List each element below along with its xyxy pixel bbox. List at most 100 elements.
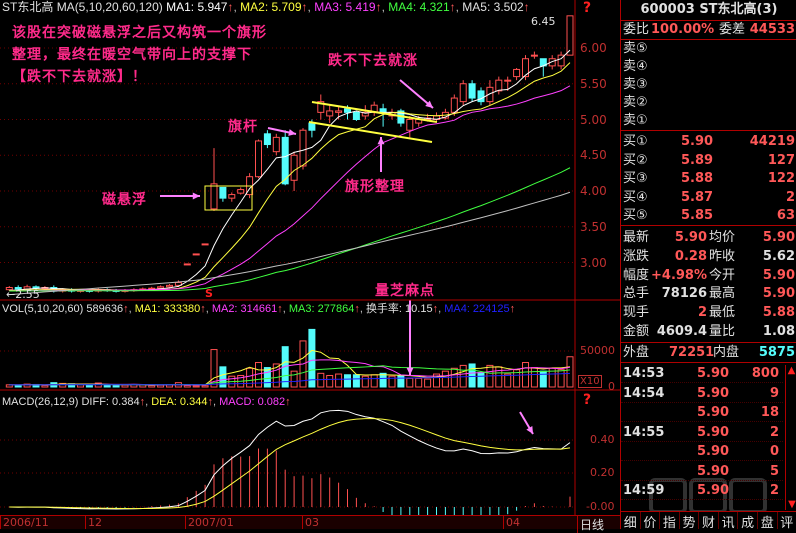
tick-scrollbar[interactable]: ▲ ▼ xyxy=(785,365,796,510)
volume-bar xyxy=(15,385,21,387)
macd-axis-2: -0.00 xyxy=(586,500,614,513)
tick-price: 5.90 xyxy=(697,424,729,442)
bid-label: 买③ xyxy=(623,170,648,188)
date-label: 2007/01 xyxy=(185,516,234,529)
bid-volume: 122 xyxy=(768,170,795,188)
volume-bar xyxy=(478,373,484,387)
arrow-head-icon xyxy=(288,129,296,136)
diff-value: 44533 xyxy=(750,21,795,39)
stat-value: +4.98% xyxy=(651,267,707,285)
scroll-up-icon[interactable]: ▲ xyxy=(786,365,796,376)
panel-tab[interactable]: 财 xyxy=(699,512,719,529)
candle xyxy=(291,155,297,180)
date-label: 03 xyxy=(302,516,319,529)
tick-time: 14:54 xyxy=(623,385,664,403)
date-label: 04 xyxy=(503,516,520,529)
tick-price: 5.90 xyxy=(697,443,729,461)
period-button[interactable]: 日线 xyxy=(577,516,604,533)
volume-bar xyxy=(327,375,333,387)
macd-value: MACD: 0.082 xyxy=(219,396,285,408)
panel-tab[interactable]: 势 xyxy=(680,512,700,529)
price-axis-label: 6.00 xyxy=(580,41,607,55)
bid-price: 5.87 xyxy=(681,189,713,207)
ask-label: 卖③ xyxy=(623,76,648,94)
up-arrow-icon: ↑ xyxy=(524,0,530,14)
ratio-label: 委比 xyxy=(623,21,649,39)
vol-ma4: MA4: 224125 xyxy=(444,303,509,315)
volume-bar xyxy=(469,364,475,387)
ma4-value: MA4: 4.321 xyxy=(388,0,449,14)
vol-scale-button[interactable]: X10 xyxy=(578,375,602,388)
stat-label: 涨跌 xyxy=(623,248,649,266)
candle xyxy=(229,195,235,199)
up-arrow-icon: ↑ xyxy=(302,0,308,14)
panel-tab[interactable]: 盘 xyxy=(758,512,778,529)
tick-volume: 18 xyxy=(761,404,779,422)
volume-bar xyxy=(353,375,359,387)
volume-bar xyxy=(193,386,199,387)
volume-bar xyxy=(531,368,537,387)
ma1-value: MA1: 5.947 xyxy=(166,0,227,14)
s-marker: S xyxy=(205,287,213,300)
panel-tab[interactable]: 成 xyxy=(738,512,758,529)
candle xyxy=(256,141,262,177)
panel-tab[interactable]: 指 xyxy=(660,512,680,529)
tick-price: 5.90 xyxy=(697,385,729,403)
tick-time: 14:59 xyxy=(623,482,664,500)
price-axis-label: 3.00 xyxy=(580,256,607,270)
candle xyxy=(273,137,279,151)
panel-tab[interactable]: 价 xyxy=(641,512,661,529)
bid-volume: 44219 xyxy=(750,133,795,151)
stat-value: 78126 xyxy=(662,285,707,303)
vol-total: 589636 xyxy=(86,303,123,315)
bid-label: 买② xyxy=(623,152,648,170)
tick-price: 5.90 xyxy=(697,365,729,383)
candle xyxy=(407,120,413,131)
candle xyxy=(496,80,502,91)
panel-tab[interactable]: 细 xyxy=(621,512,641,529)
candle xyxy=(505,80,511,81)
bid-price: 5.88 xyxy=(681,170,713,188)
macd-legend: MACD(26,12,9) DIFF: 0.384↑, DEA: 0.344↑,… xyxy=(2,396,291,409)
ratio-value: 100.00% xyxy=(651,21,714,39)
outer-label: 外盘 xyxy=(623,344,649,362)
stat-label: 最低 xyxy=(709,304,735,322)
dea-line xyxy=(9,419,570,509)
annotation-line-3: 【跌不下去就涨】！ xyxy=(12,66,147,86)
ask-row: 卖⑤ xyxy=(621,40,796,58)
scroll-down-icon[interactable]: ▼ xyxy=(786,499,796,510)
stat-label: 幅度 xyxy=(623,267,649,285)
tick-time: 14:53 xyxy=(623,365,664,383)
annotation-flag: 旗形整理 xyxy=(345,176,405,196)
macd-axis-0: 0.40 xyxy=(590,433,615,446)
main-legend: ST东北高 MA(5,10,20,60,120) MA1: 5.947↑, MA… xyxy=(2,1,530,14)
panel-tab[interactable]: 评 xyxy=(778,512,796,529)
price-axis-label: 3.50 xyxy=(580,220,607,234)
ma-params: MA(5,10,20,60,120) xyxy=(57,0,163,14)
up-arrow-icon: ↑ xyxy=(376,0,382,14)
candle xyxy=(193,254,199,255)
arrow-head-icon xyxy=(407,368,414,375)
candle xyxy=(345,109,351,113)
bid-row: 买③ 5.88 122 xyxy=(621,170,796,188)
stat-value: 5.62 xyxy=(763,248,795,266)
vol-ma1: MA1: 333380 xyxy=(135,303,200,315)
panel-tab[interactable]: 讯 xyxy=(719,512,739,529)
stat-label: 量比 xyxy=(709,323,735,341)
vol-axis-zero: 0 xyxy=(608,380,615,393)
bid-label: 买④ xyxy=(623,189,648,207)
help-icon[interactable]: ? xyxy=(583,392,591,408)
tick-volume: 800 xyxy=(752,365,779,383)
stat-value: 5.90 xyxy=(763,285,795,303)
tick-row: 14:53 5.90 800 xyxy=(621,365,783,383)
price-axis-label: 5.50 xyxy=(580,77,607,91)
candle xyxy=(264,134,270,145)
stat-label: 总手 xyxy=(623,285,649,303)
volume-bar xyxy=(540,371,546,387)
turnover-rate: 换手率: 10.15 xyxy=(366,303,433,315)
help-icon[interactable]: ? xyxy=(583,0,591,16)
